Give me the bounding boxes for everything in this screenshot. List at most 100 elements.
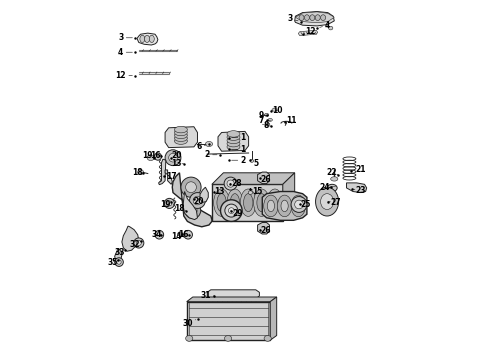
- Ellipse shape: [264, 336, 271, 341]
- Polygon shape: [159, 159, 166, 185]
- Ellipse shape: [174, 132, 187, 139]
- Text: 22: 22: [326, 168, 338, 177]
- Text: 19: 19: [143, 151, 154, 160]
- Text: 26: 26: [261, 175, 271, 184]
- Ellipse shape: [315, 15, 320, 21]
- Ellipse shape: [189, 206, 197, 215]
- Ellipse shape: [294, 200, 302, 212]
- Text: 13: 13: [215, 187, 225, 196]
- Text: 35: 35: [107, 258, 118, 267]
- Polygon shape: [298, 30, 318, 36]
- Ellipse shape: [230, 194, 240, 212]
- Text: 32: 32: [130, 240, 141, 248]
- Text: 29: 29: [231, 209, 243, 217]
- Ellipse shape: [327, 184, 337, 192]
- Polygon shape: [172, 173, 212, 227]
- Text: 21: 21: [351, 165, 366, 174]
- Polygon shape: [295, 12, 334, 23]
- Text: 12: 12: [303, 27, 316, 36]
- Ellipse shape: [138, 170, 144, 175]
- Text: 27: 27: [328, 198, 341, 207]
- Ellipse shape: [184, 230, 193, 239]
- Ellipse shape: [240, 189, 256, 216]
- Ellipse shape: [214, 189, 229, 216]
- Text: 8: 8: [264, 122, 271, 130]
- Text: 33: 33: [115, 248, 125, 257]
- Polygon shape: [165, 170, 172, 184]
- Text: 7: 7: [259, 116, 268, 125]
- Text: 13: 13: [172, 159, 184, 168]
- Ellipse shape: [248, 191, 252, 194]
- Ellipse shape: [328, 26, 333, 30]
- Ellipse shape: [227, 144, 240, 150]
- Ellipse shape: [227, 131, 240, 137]
- Text: 14: 14: [172, 233, 182, 241]
- Ellipse shape: [266, 123, 270, 126]
- Ellipse shape: [145, 35, 149, 42]
- Ellipse shape: [250, 159, 254, 162]
- Ellipse shape: [117, 260, 121, 264]
- Ellipse shape: [140, 35, 145, 42]
- Ellipse shape: [264, 195, 278, 217]
- Text: 28: 28: [230, 179, 242, 188]
- Ellipse shape: [227, 180, 234, 187]
- Polygon shape: [258, 222, 270, 234]
- Polygon shape: [187, 302, 270, 340]
- Ellipse shape: [227, 137, 240, 144]
- Text: 20: 20: [171, 151, 182, 160]
- Polygon shape: [270, 297, 277, 340]
- Polygon shape: [212, 173, 294, 184]
- Ellipse shape: [310, 15, 315, 21]
- Text: 16: 16: [178, 230, 189, 239]
- Ellipse shape: [299, 15, 304, 21]
- Ellipse shape: [244, 194, 253, 212]
- Polygon shape: [187, 297, 277, 302]
- Text: 10: 10: [271, 107, 283, 115]
- Ellipse shape: [174, 129, 187, 136]
- Text: 20: 20: [194, 197, 204, 206]
- Ellipse shape: [265, 113, 269, 116]
- Ellipse shape: [164, 198, 174, 208]
- Ellipse shape: [224, 336, 232, 341]
- Ellipse shape: [225, 204, 238, 217]
- Text: 11: 11: [285, 116, 297, 125]
- Ellipse shape: [227, 140, 240, 147]
- Ellipse shape: [147, 155, 154, 161]
- Ellipse shape: [331, 177, 338, 181]
- Polygon shape: [283, 173, 294, 221]
- Ellipse shape: [174, 126, 187, 133]
- Text: 18: 18: [174, 204, 186, 213]
- Text: 17: 17: [164, 172, 176, 181]
- Polygon shape: [122, 226, 139, 251]
- Polygon shape: [183, 192, 197, 220]
- Text: 3: 3: [287, 14, 298, 23]
- Ellipse shape: [316, 187, 339, 216]
- Polygon shape: [115, 248, 122, 262]
- Ellipse shape: [174, 135, 187, 141]
- Ellipse shape: [136, 240, 141, 246]
- Text: 16: 16: [150, 151, 162, 160]
- Text: 15: 15: [250, 187, 263, 196]
- Ellipse shape: [154, 153, 162, 160]
- Ellipse shape: [190, 193, 205, 208]
- Text: 12: 12: [116, 71, 132, 80]
- Polygon shape: [212, 184, 283, 221]
- Text: 5: 5: [250, 159, 258, 168]
- Ellipse shape: [268, 200, 274, 212]
- Polygon shape: [262, 192, 307, 220]
- Ellipse shape: [281, 200, 288, 212]
- Ellipse shape: [272, 108, 277, 111]
- Ellipse shape: [220, 200, 242, 221]
- Ellipse shape: [294, 200, 303, 209]
- Text: 25: 25: [300, 200, 311, 209]
- Text: 30: 30: [182, 319, 196, 328]
- Ellipse shape: [267, 189, 283, 216]
- Ellipse shape: [167, 201, 172, 206]
- Text: 19: 19: [161, 200, 171, 209]
- Ellipse shape: [320, 15, 326, 21]
- Ellipse shape: [155, 230, 164, 239]
- Text: 34: 34: [151, 230, 162, 239]
- Ellipse shape: [217, 194, 226, 212]
- Polygon shape: [346, 183, 367, 193]
- Text: 1: 1: [232, 133, 246, 142]
